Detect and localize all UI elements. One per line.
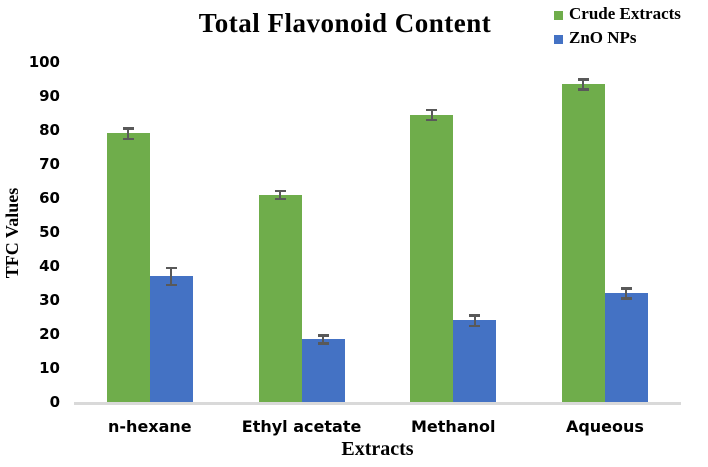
error-bar-crude-extracts-ethyl-acetate: [274, 189, 286, 193]
y-tick-label: 0: [49, 393, 60, 411]
error-bar-zno-nps-ethyl-acetate: [317, 342, 329, 345]
y-tick-label: 40: [39, 257, 60, 275]
legend-item-crude-extracts: Crude Extracts: [554, 4, 704, 24]
bar-zno-nps-ethyl-acetate: [301, 339, 345, 402]
error-bar-zno-nps-methanol: [469, 314, 481, 317]
error-bar-crude-extracts-methanol: [426, 108, 438, 112]
y-tick-label: 70: [39, 155, 60, 173]
x-tick-label-ethyl-acetate: Ethyl acetate: [241, 417, 362, 436]
error-bar-zno-nps-ethyl-acetate: [322, 335, 325, 344]
y-tick-label: 80: [39, 121, 60, 139]
error-bar-zno-nps-aqueous: [625, 288, 628, 299]
bar-crude-extracts-ethyl-acetate: [258, 194, 302, 402]
error-bar-crude-extracts-methanol: [426, 118, 438, 122]
error-bar-crude-extracts-ethyl-acetate: [274, 197, 286, 201]
legend-item-zno-nps: ZnO NPs: [554, 28, 704, 48]
error-bar-zno-nps-n-hexane: [165, 283, 177, 287]
error-bar-crude-extracts-aqueous: [582, 79, 585, 90]
y-tick-label: 20: [39, 325, 60, 343]
legend-label: Crude Extracts: [569, 4, 681, 23]
error-bar-zno-nps-methanol: [473, 315, 476, 326]
legend: Crude Extracts ZnO NPs: [554, 4, 704, 52]
x-tick-label-n-hexane: n-hexane: [108, 417, 192, 436]
y-tick-label: 50: [39, 223, 60, 241]
bar-crude-extracts-methanol: [410, 114, 454, 402]
bar-crude-extracts-n-hexane: [106, 133, 150, 402]
error-bar-zno-nps-ethyl-acetate: [317, 334, 329, 337]
bar-zno-nps-aqueous: [604, 293, 648, 402]
error-bar-crude-extracts-ethyl-acetate: [279, 190, 282, 199]
error-bar-crude-extracts-methanol: [430, 109, 433, 120]
error-bar-zno-nps-n-hexane: [165, 266, 177, 270]
legend-label: ZnO NPs: [569, 28, 637, 47]
error-bar-zno-nps-methanol: [469, 324, 481, 327]
x-tick-label-aqueous: Aqueous: [565, 417, 644, 436]
y-tick-label: 90: [39, 87, 60, 105]
y-tick-label: 30: [39, 291, 60, 309]
y-tick-label: 60: [39, 189, 60, 207]
chart-title: Total Flavonoid Content: [198, 8, 492, 38]
legend-swatch-icon: [554, 34, 563, 44]
error-bar-zno-nps-aqueous: [620, 287, 632, 290]
error-bar-zno-nps-aqueous: [620, 297, 632, 300]
y-tick-label: 100: [28, 53, 60, 71]
y-tick-label: 10: [39, 359, 60, 377]
error-bar-crude-extracts-n-hexane: [122, 137, 134, 140]
x-axis-label: Extracts: [341, 438, 414, 460]
error-bar-crude-extracts-aqueous: [577, 88, 589, 91]
bar-zno-nps-methanol: [453, 320, 497, 402]
legend-swatch-icon: [554, 10, 563, 20]
x-tick-label-methanol: Methanol: [411, 417, 496, 436]
error-bar-crude-extracts-n-hexane: [122, 127, 134, 130]
x-axis-line: [74, 402, 681, 405]
error-bar-zno-nps-n-hexane: [170, 267, 173, 285]
error-bar-crude-extracts-aqueous: [577, 78, 589, 81]
error-bar-crude-extracts-n-hexane: [127, 128, 130, 139]
bar-zno-nps-n-hexane: [149, 276, 193, 402]
bar-crude-extracts-aqueous: [561, 84, 605, 402]
